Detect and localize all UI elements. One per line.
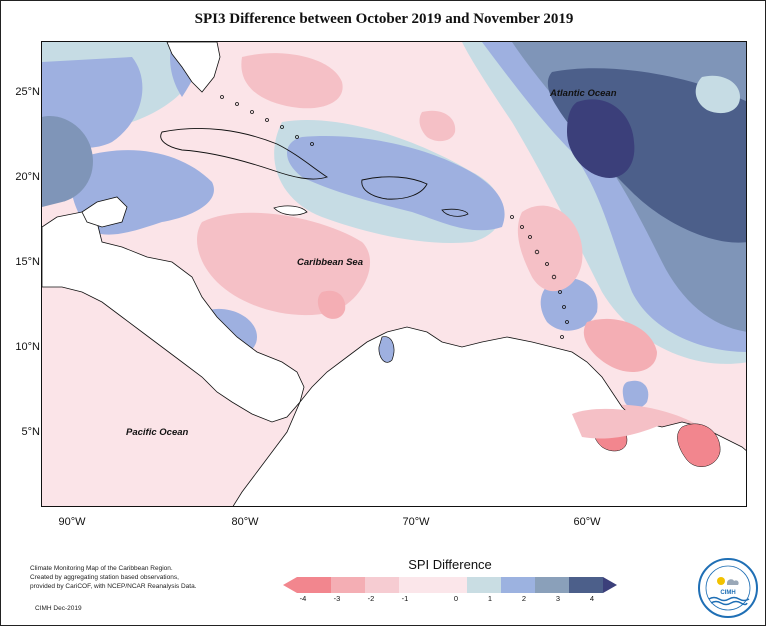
contour-suriname-blue bbox=[622, 380, 649, 409]
legend-swatch-5 bbox=[433, 577, 467, 593]
wave-icon bbox=[708, 596, 750, 602]
credit-line-1: Climate Monitoring Map of the Caribbean … bbox=[30, 565, 173, 572]
contour-trinidad-blue bbox=[540, 278, 598, 331]
legend-tick: 0 bbox=[453, 594, 459, 603]
bahamas-islands bbox=[220, 95, 314, 146]
legend-swatch-6 bbox=[467, 577, 501, 593]
legend-swatch-3 bbox=[365, 577, 399, 593]
lon-label-80w: 80°W bbox=[231, 516, 259, 528]
cloud-icon bbox=[727, 579, 739, 585]
legend-swatch-7 bbox=[501, 577, 535, 593]
lat-label-10n: 10°N bbox=[15, 341, 40, 353]
lesser-antilles-islands bbox=[510, 215, 569, 339]
legend-swatch-4 bbox=[399, 577, 433, 593]
legend-swatch-9 bbox=[569, 577, 603, 593]
legend-tick: 2 bbox=[521, 594, 527, 603]
atlantic-ocean-label: Atlantic Ocean bbox=[550, 88, 617, 99]
contour-turks-pink bbox=[419, 110, 456, 142]
contour-atlantic-pocket bbox=[695, 75, 740, 114]
contour-atlantic-core bbox=[567, 99, 635, 178]
spi-difference-map bbox=[42, 42, 746, 506]
legend-arrow-left bbox=[283, 577, 297, 593]
contour-bahamas-pink bbox=[241, 53, 343, 109]
contour-lesser-antilles-pink bbox=[517, 205, 583, 292]
contour-west-steel bbox=[42, 116, 93, 207]
contour-colombia-pink bbox=[317, 290, 346, 319]
legend-tick: -1 bbox=[401, 594, 409, 603]
lon-label-90w: 90°W bbox=[58, 516, 86, 528]
legend-tick: 4 bbox=[589, 594, 595, 603]
french-guiana-anomaly bbox=[677, 423, 721, 467]
central-america-land bbox=[42, 211, 305, 423]
contour-caribbean-pink bbox=[197, 212, 371, 316]
legend-tick: 1 bbox=[487, 594, 493, 603]
south-america-land bbox=[232, 326, 746, 506]
cuba-outline bbox=[160, 128, 329, 180]
cimh-logo: CIMH bbox=[698, 558, 758, 618]
credit-line-2: Created by aggregating station based obs… bbox=[30, 574, 179, 581]
map-title: SPI3 Difference between October 2019 and… bbox=[194, 11, 574, 27]
legend-tick: -4 bbox=[299, 594, 307, 603]
lon-label-70w: 70°W bbox=[402, 516, 430, 528]
puerto-rico-outline bbox=[441, 208, 469, 217]
credit-line-3: provided by CariCOF, with NCEP/NCAR Rean… bbox=[30, 583, 197, 590]
contour-orinoco-pink bbox=[583, 318, 657, 372]
legend-tick: -2 bbox=[367, 594, 375, 603]
yucatan-land bbox=[81, 196, 128, 228]
jamaica-outline bbox=[273, 205, 308, 216]
map-panel[interactable] bbox=[41, 41, 747, 507]
contour-hispaniola-blue bbox=[287, 136, 505, 231]
legend-tick: 3 bbox=[555, 594, 561, 603]
florida-land bbox=[166, 42, 221, 93]
lon-label-60w: 60°W bbox=[573, 516, 601, 528]
lat-label-20n: 20°N bbox=[15, 171, 40, 183]
lat-label-5n: 5°N bbox=[21, 426, 40, 438]
lat-label-25n: 25°N bbox=[15, 86, 40, 98]
sun-icon bbox=[717, 577, 725, 585]
legend-tick: -3 bbox=[333, 594, 341, 603]
legend-title: SPI Difference bbox=[408, 557, 492, 572]
hispaniola-outline bbox=[361, 176, 428, 200]
lat-label-15n: 15°N bbox=[15, 256, 40, 268]
credit-source: CIMH Dec-2019 bbox=[35, 605, 82, 612]
lake-maracaibo bbox=[378, 336, 395, 363]
legend-swatch-2 bbox=[331, 577, 365, 593]
pacific-ocean-label: Pacific Ocean bbox=[126, 427, 189, 438]
caribbean-sea-label: Caribbean Sea bbox=[297, 257, 363, 268]
logo-text: CIMH bbox=[720, 590, 735, 596]
legend-swatch-8 bbox=[535, 577, 569, 593]
guianas-coast-pink bbox=[572, 408, 672, 439]
wave-icon-2 bbox=[710, 600, 748, 606]
legend-arrow-right bbox=[603, 577, 617, 593]
legend-colorbar bbox=[283, 577, 617, 593]
legend-swatch-1 bbox=[297, 577, 331, 593]
